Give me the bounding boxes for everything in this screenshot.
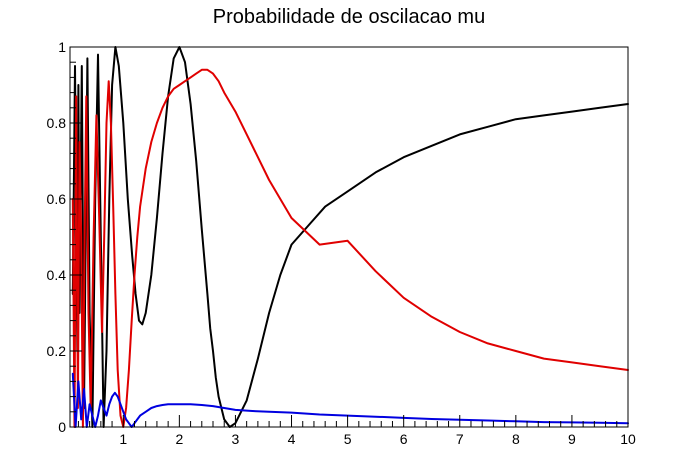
x-tick-label: 4	[288, 431, 296, 447]
y-tick-label: 0	[58, 419, 66, 435]
y-tick-label: 0.2	[47, 343, 67, 359]
x-tick-label: 5	[344, 431, 352, 447]
x-tick-label: 3	[232, 431, 240, 447]
x-tick-label: 2	[175, 431, 183, 447]
y-tick-label: 0.6	[47, 191, 67, 207]
x-tick-label: 9	[568, 431, 576, 447]
y-tick-label: 0.4	[47, 267, 67, 283]
series-line-3	[71, 372, 629, 428]
x-tick-label: 10	[620, 431, 636, 447]
series-layer	[71, 46, 629, 428]
series-line-1	[71, 46, 629, 428]
plot-frame	[69, 46, 629, 428]
y-tick-label: 1	[58, 39, 66, 55]
x-tick-label: 8	[512, 431, 520, 447]
axis-layer: 1 2 3 4 5 6 7 8 9 10 0 0.2 0.4 0.6 0.8 1	[47, 39, 636, 447]
x-tick-label: 1	[119, 431, 127, 447]
x-tick-label: 6	[400, 431, 408, 447]
y-tick-label: 0.8	[47, 115, 67, 131]
x-tick-label: 7	[456, 431, 464, 447]
series-line-2	[71, 68, 629, 428]
chart-title: Probabilidade de oscilacao mu	[212, 6, 486, 28]
